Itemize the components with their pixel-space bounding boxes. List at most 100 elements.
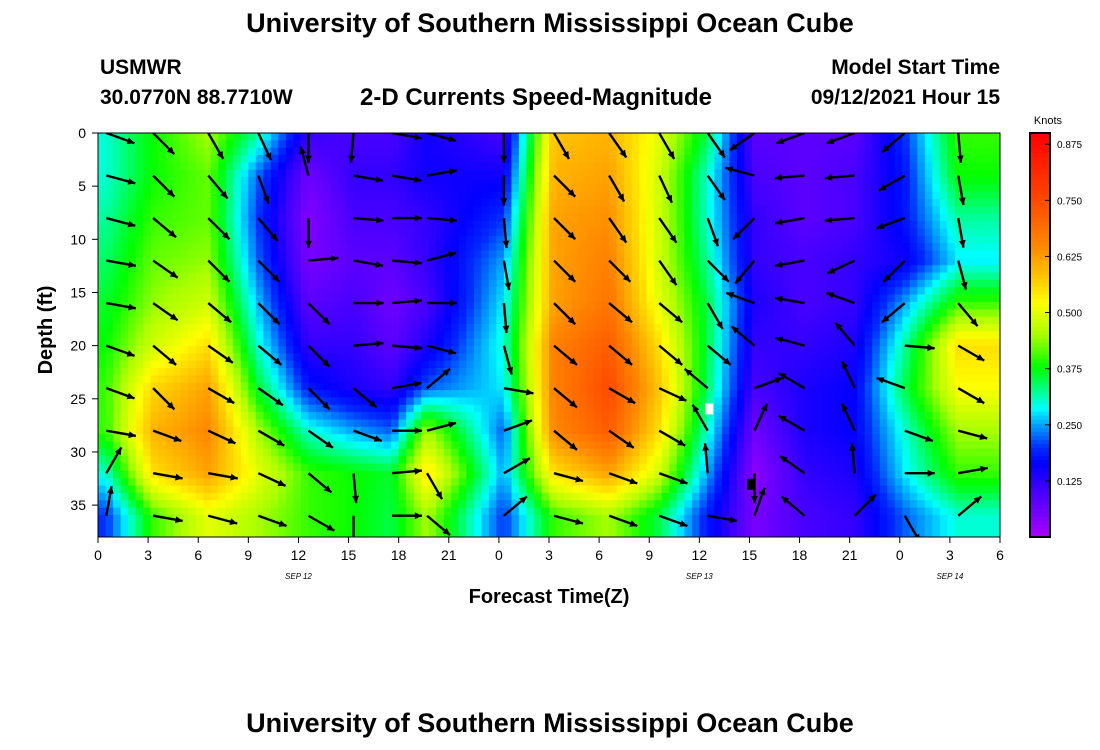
heatmap-cell <box>526 404 535 413</box>
heatmap-cell <box>736 309 746 318</box>
heatmap-cell <box>894 162 903 171</box>
heatmap-cell <box>113 368 122 376</box>
heatmap-cell <box>398 397 407 406</box>
heatmap-cell <box>511 228 520 237</box>
heatmap-cell <box>819 287 828 296</box>
heatmap-cell <box>556 316 565 325</box>
heatmap-cell <box>751 235 761 244</box>
heatmap-cell <box>661 221 670 230</box>
heatmap-cell <box>954 419 964 428</box>
heatmap-cell <box>473 331 482 340</box>
heatmap-cell <box>383 346 392 354</box>
heatmap-cell <box>376 397 385 406</box>
heatmap-cell <box>451 390 460 399</box>
heatmap-cell <box>872 382 881 391</box>
heatmap-cell <box>413 140 422 149</box>
heatmap-cell <box>947 177 956 186</box>
heatmap-cell <box>676 419 685 428</box>
heatmap-cell <box>406 368 415 376</box>
heatmap-cell <box>248 147 257 156</box>
heatmap-cell <box>902 419 911 428</box>
heatmap-cell <box>857 360 866 369</box>
heatmap-cell <box>413 412 422 421</box>
heatmap-cell <box>691 257 700 266</box>
heatmap-cell <box>278 294 287 303</box>
heatmap-cell <box>270 419 279 428</box>
heatmap-cell <box>541 294 550 303</box>
heatmap-cell <box>939 404 948 413</box>
heatmap-cell <box>646 301 655 310</box>
heatmap-cell <box>308 404 317 413</box>
heatmap-cell <box>188 331 197 340</box>
heatmap-cell <box>661 257 670 266</box>
heatmap-cell <box>391 243 400 252</box>
heatmap-cell <box>203 250 212 259</box>
heatmap-cell <box>203 184 212 193</box>
heatmap-cell <box>135 353 144 362</box>
heatmap-cell <box>346 147 355 156</box>
heatmap-cell <box>827 206 836 215</box>
heatmap-cell <box>503 426 513 435</box>
heatmap-cell <box>624 294 633 303</box>
heatmap-cell <box>135 228 144 237</box>
heatmap-cell <box>812 191 821 200</box>
heatmap-cell <box>278 360 287 369</box>
heatmap-cell <box>564 426 573 435</box>
heatmap-cell <box>173 265 182 274</box>
heatmap-cell <box>346 397 355 406</box>
heatmap-cell <box>180 133 189 141</box>
heatmap-cell <box>646 169 655 178</box>
heatmap-cell <box>451 213 460 222</box>
heatmap-cell <box>248 426 257 435</box>
heatmap-cell <box>511 257 520 266</box>
heatmap-cell <box>744 184 753 193</box>
heatmap-cell <box>496 316 505 325</box>
heatmap-cell <box>398 287 407 296</box>
heatmap-cell <box>797 177 806 186</box>
heatmap-cell <box>676 133 685 141</box>
heatmap-cell <box>421 434 430 443</box>
heatmap-cell <box>917 206 926 215</box>
heatmap-cell <box>503 191 513 200</box>
heatmap-cell <box>609 250 618 259</box>
heatmap-cell <box>203 155 212 163</box>
heatmap-cell <box>729 235 738 244</box>
heatmap-cell <box>300 368 310 376</box>
heatmap-cell <box>947 257 956 266</box>
heatmap-cell <box>902 316 911 325</box>
heatmap-cell <box>105 147 114 156</box>
heatmap-cell <box>421 221 430 230</box>
heatmap-cell <box>902 199 911 208</box>
heatmap-cell <box>398 368 407 376</box>
heatmap-cell <box>135 272 144 281</box>
heatmap-cell <box>924 287 933 296</box>
heatmap-cell <box>458 257 467 266</box>
heatmap-cell <box>639 228 648 237</box>
heatmap-cell <box>969 323 979 332</box>
heatmap-cell <box>909 338 918 347</box>
heatmap-cell <box>518 213 528 222</box>
heatmap-cell <box>398 184 407 193</box>
heatmap-cell <box>98 294 107 303</box>
heatmap-cell <box>932 228 941 237</box>
heatmap-cell <box>661 147 670 156</box>
heatmap-cell <box>255 434 264 443</box>
heatmap-cell <box>248 221 257 230</box>
heatmap-cell <box>533 360 543 369</box>
heatmap-cell <box>736 360 746 369</box>
heatmap-cell <box>669 243 678 252</box>
heatmap-cell <box>158 147 167 156</box>
heatmap-cell <box>579 419 588 428</box>
heatmap-cell <box>812 360 821 369</box>
heatmap-cell <box>721 257 730 266</box>
heatmap-cell <box>849 368 858 376</box>
heatmap-cell <box>331 147 340 156</box>
heatmap-cell <box>526 184 535 193</box>
heatmap-cell <box>338 375 347 384</box>
heatmap-cell <box>571 338 580 347</box>
heatmap-cell <box>549 316 558 325</box>
heatmap-cell <box>120 287 129 296</box>
heatmap-cell <box>338 360 347 369</box>
heatmap-cell <box>849 243 858 252</box>
heatmap-cell <box>571 382 580 391</box>
